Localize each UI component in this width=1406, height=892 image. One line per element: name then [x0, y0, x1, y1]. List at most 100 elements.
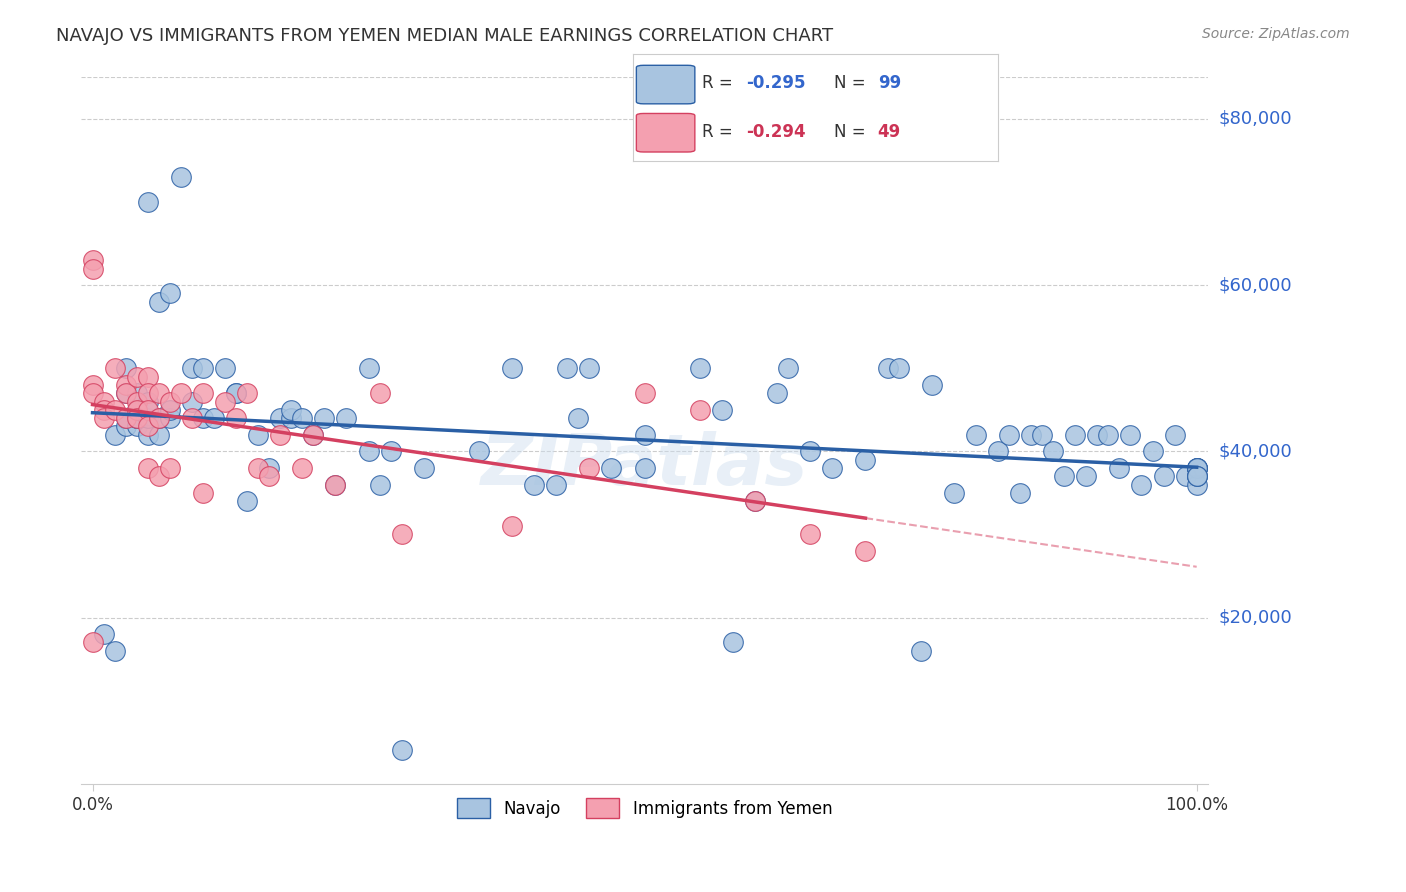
Point — [125, 419, 148, 434]
Point — [114, 377, 136, 392]
Point — [600, 461, 623, 475]
Text: ZIPatlas: ZIPatlas — [481, 432, 808, 500]
Point — [136, 195, 159, 210]
Point — [766, 386, 789, 401]
Point — [1019, 427, 1042, 442]
Point — [1119, 427, 1142, 442]
Point — [82, 253, 104, 268]
Point — [689, 361, 711, 376]
Point — [1064, 427, 1087, 442]
Point — [104, 427, 127, 442]
Point — [170, 386, 193, 401]
Point — [82, 377, 104, 392]
Text: Source: ZipAtlas.com: Source: ZipAtlas.com — [1202, 27, 1350, 41]
Point — [136, 461, 159, 475]
Point — [125, 402, 148, 417]
Point — [1076, 469, 1098, 483]
Point — [280, 411, 302, 425]
Text: R =: R = — [702, 123, 738, 141]
Point — [257, 461, 280, 475]
Point — [236, 494, 259, 508]
Point — [136, 419, 159, 434]
Point — [180, 361, 202, 376]
Point — [578, 461, 600, 475]
Point — [357, 444, 380, 458]
Point — [125, 411, 148, 425]
Point — [269, 411, 291, 425]
Point — [125, 394, 148, 409]
Point — [104, 402, 127, 417]
Text: -0.294: -0.294 — [747, 123, 806, 141]
Point — [214, 394, 236, 409]
Legend: Navajo, Immigrants from Yemen: Navajo, Immigrants from Yemen — [450, 791, 839, 825]
Point — [159, 394, 181, 409]
Point — [159, 461, 181, 475]
Point — [412, 461, 434, 475]
Point — [1185, 469, 1208, 483]
Point — [391, 527, 413, 541]
Point — [269, 427, 291, 442]
Point — [1185, 477, 1208, 491]
Point — [1185, 469, 1208, 483]
Point — [180, 411, 202, 425]
Point — [93, 627, 115, 641]
Text: $40,000: $40,000 — [1219, 442, 1292, 460]
Point — [546, 477, 568, 491]
Point — [114, 411, 136, 425]
Point — [1185, 461, 1208, 475]
Point — [136, 394, 159, 409]
Point — [468, 444, 491, 458]
Point — [1174, 469, 1197, 483]
Point — [501, 361, 523, 376]
Point — [82, 261, 104, 276]
Point — [159, 411, 181, 425]
Point — [114, 386, 136, 401]
Point — [821, 461, 844, 475]
Point — [633, 461, 655, 475]
Point — [391, 743, 413, 757]
Point — [314, 411, 336, 425]
Point — [1185, 461, 1208, 475]
Point — [368, 386, 391, 401]
Point — [136, 369, 159, 384]
Text: 99: 99 — [877, 75, 901, 93]
Point — [125, 402, 148, 417]
Point — [942, 486, 965, 500]
Point — [136, 402, 159, 417]
Point — [125, 411, 148, 425]
Point — [136, 427, 159, 442]
Point — [291, 461, 314, 475]
Point — [202, 411, 225, 425]
Point — [1153, 469, 1175, 483]
Point — [910, 644, 932, 658]
Point — [180, 394, 202, 409]
Point — [744, 494, 766, 508]
Point — [721, 635, 744, 649]
FancyBboxPatch shape — [637, 113, 695, 152]
Point — [93, 411, 115, 425]
Text: 49: 49 — [877, 123, 901, 141]
Point — [799, 444, 821, 458]
Point — [325, 477, 347, 491]
Point — [633, 386, 655, 401]
Point — [855, 452, 877, 467]
Point — [799, 527, 821, 541]
Point — [136, 411, 159, 425]
Point — [1130, 477, 1153, 491]
Point — [368, 477, 391, 491]
Point — [1085, 427, 1108, 442]
Point — [104, 644, 127, 658]
Text: NAVAJO VS IMMIGRANTS FROM YEMEN MEDIAN MALE EARNINGS CORRELATION CHART: NAVAJO VS IMMIGRANTS FROM YEMEN MEDIAN M… — [56, 27, 834, 45]
Point — [1163, 427, 1185, 442]
Point — [325, 477, 347, 491]
Point — [170, 170, 193, 185]
Point — [125, 411, 148, 425]
Point — [302, 427, 325, 442]
Point — [148, 469, 170, 483]
Text: -0.295: -0.295 — [747, 75, 806, 93]
FancyBboxPatch shape — [637, 65, 695, 103]
Point — [247, 427, 270, 442]
Point — [1108, 461, 1130, 475]
Point — [744, 494, 766, 508]
Point — [1185, 461, 1208, 475]
